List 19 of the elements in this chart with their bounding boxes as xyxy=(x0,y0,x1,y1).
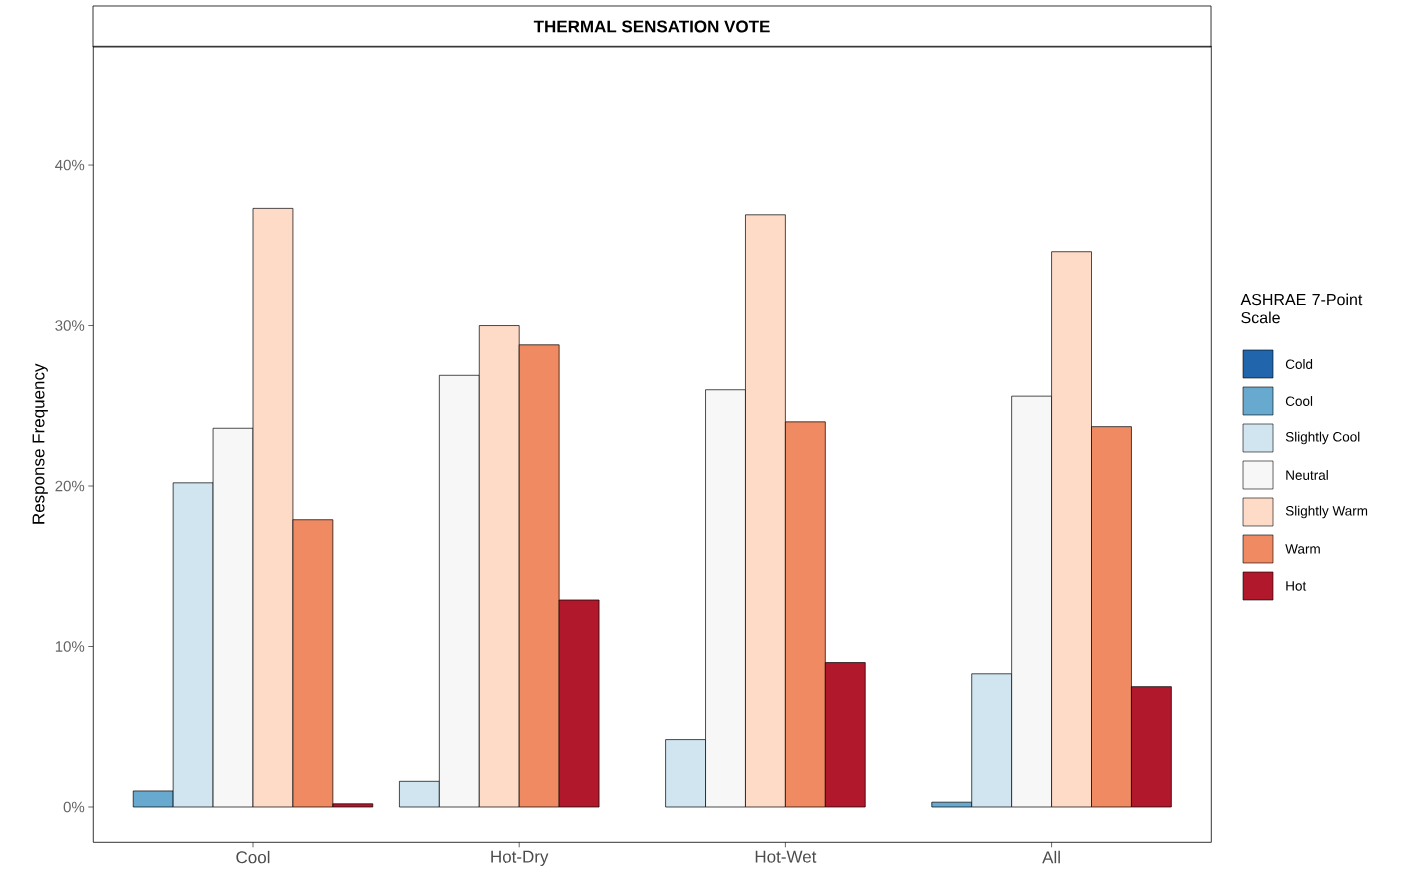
y-tick-label: 20% xyxy=(55,480,85,492)
legend-label: Slightly Cool xyxy=(1285,431,1360,445)
legend-label: Cold xyxy=(1285,359,1313,369)
y-tick-label: 30% xyxy=(55,320,85,331)
y-tick-label: 0% xyxy=(63,801,85,813)
y-tick-label: 10% xyxy=(55,641,85,652)
y-tick-label: 40% xyxy=(55,159,85,171)
x-tick-label: Hot-Dry xyxy=(491,850,549,867)
legend-label: Neutral xyxy=(1286,470,1328,480)
legend-label: Hot xyxy=(1286,581,1307,591)
x-tick-label: Hot-Wet xyxy=(755,850,817,863)
legend-label: Slightly Warm xyxy=(1285,505,1368,519)
legend-label: Cool xyxy=(1285,396,1313,406)
x-tick-label: All xyxy=(1042,850,1060,864)
y-axis-title: Response Frequency xyxy=(32,363,48,524)
chart-title: THERMAL SENSATION VOTE xyxy=(533,20,770,33)
legend-title: ASHRAE 7-Point Scale xyxy=(1240,293,1363,324)
x-tick-label: Cool xyxy=(236,850,270,864)
legend-label: Warm xyxy=(1285,544,1320,554)
